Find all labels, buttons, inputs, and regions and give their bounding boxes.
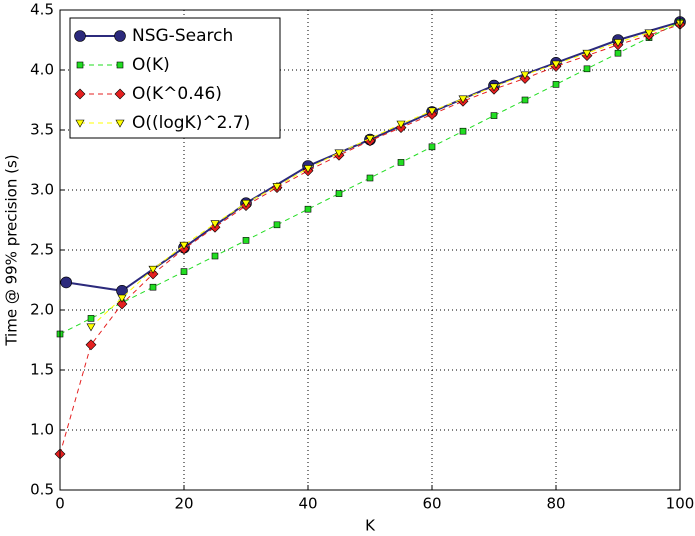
- x-tick-label: 80: [546, 495, 565, 513]
- marker: [458, 95, 468, 104]
- y-tick-label: 1.0: [30, 421, 54, 439]
- marker: [116, 298, 128, 310]
- marker: [644, 29, 654, 38]
- marker: [75, 119, 85, 128]
- y-tick-label: 2.0: [30, 301, 54, 319]
- x-tick-label: 100: [666, 495, 695, 513]
- y-tick-label: 3.5: [30, 121, 54, 139]
- marker: [583, 65, 591, 73]
- y-tick-label: 4.0: [30, 61, 54, 79]
- marker: [521, 96, 529, 104]
- series-line: [59, 21, 681, 335]
- marker: [613, 39, 623, 48]
- marker: [397, 159, 405, 166]
- marker: [489, 83, 499, 92]
- series-line: [90, 22, 681, 328]
- x-tick-label: 20: [174, 495, 193, 513]
- x-tick-label: 0: [55, 495, 65, 513]
- marker: [210, 220, 220, 229]
- marker: [428, 143, 436, 151]
- marker: [74, 88, 86, 100]
- marker: [60, 276, 72, 289]
- marker: [116, 61, 124, 69]
- marker: [551, 60, 561, 69]
- y-tick-label: 2.5: [30, 241, 54, 259]
- legend-label: NSG-Search: [132, 26, 233, 46]
- marker: [117, 294, 127, 303]
- marker: [334, 149, 344, 158]
- legend-label: O(K^0.46): [132, 84, 222, 104]
- legend-box: [69, 17, 281, 139]
- marker: [582, 49, 592, 58]
- marker: [241, 199, 251, 208]
- y-tick-label: 0.5: [30, 481, 54, 499]
- x-tick-label: 40: [298, 495, 317, 513]
- marker: [74, 30, 86, 42]
- marker: [303, 165, 313, 174]
- marker: [148, 265, 158, 274]
- marker: [179, 241, 189, 250]
- marker: [335, 190, 343, 197]
- marker: [304, 205, 312, 213]
- marker: [85, 339, 97, 351]
- marker: [180, 268, 188, 275]
- marker: [396, 120, 406, 129]
- marker: [149, 283, 157, 291]
- marker: [114, 88, 126, 100]
- marker: [365, 135, 375, 144]
- marker: [211, 252, 219, 260]
- legend-label: O(K): [132, 55, 170, 75]
- plot-frame: [59, 9, 681, 491]
- x-axis-label: K: [365, 517, 376, 535]
- marker: [86, 323, 96, 332]
- y-tick-label: 4.5: [30, 1, 54, 19]
- marker: [115, 119, 125, 128]
- marker: [272, 183, 282, 192]
- marker: [614, 49, 622, 57]
- marker: [520, 71, 530, 80]
- marker: [366, 174, 374, 182]
- marker: [273, 221, 281, 229]
- marker: [76, 61, 84, 69]
- y-tick-label: 3.0: [30, 181, 54, 199]
- legend-label: O((logK)^2.7): [132, 113, 250, 133]
- marker: [242, 237, 250, 244]
- marker: [459, 127, 467, 135]
- marker: [490, 112, 498, 119]
- y-axis-label: Time @ 99% precision (s): [3, 154, 21, 346]
- y-tick-label: 1.5: [30, 361, 54, 379]
- marker: [552, 81, 560, 88]
- marker: [87, 315, 95, 322]
- x-tick-label: 60: [422, 495, 441, 513]
- marker: [114, 30, 126, 42]
- marker: [427, 107, 437, 116]
